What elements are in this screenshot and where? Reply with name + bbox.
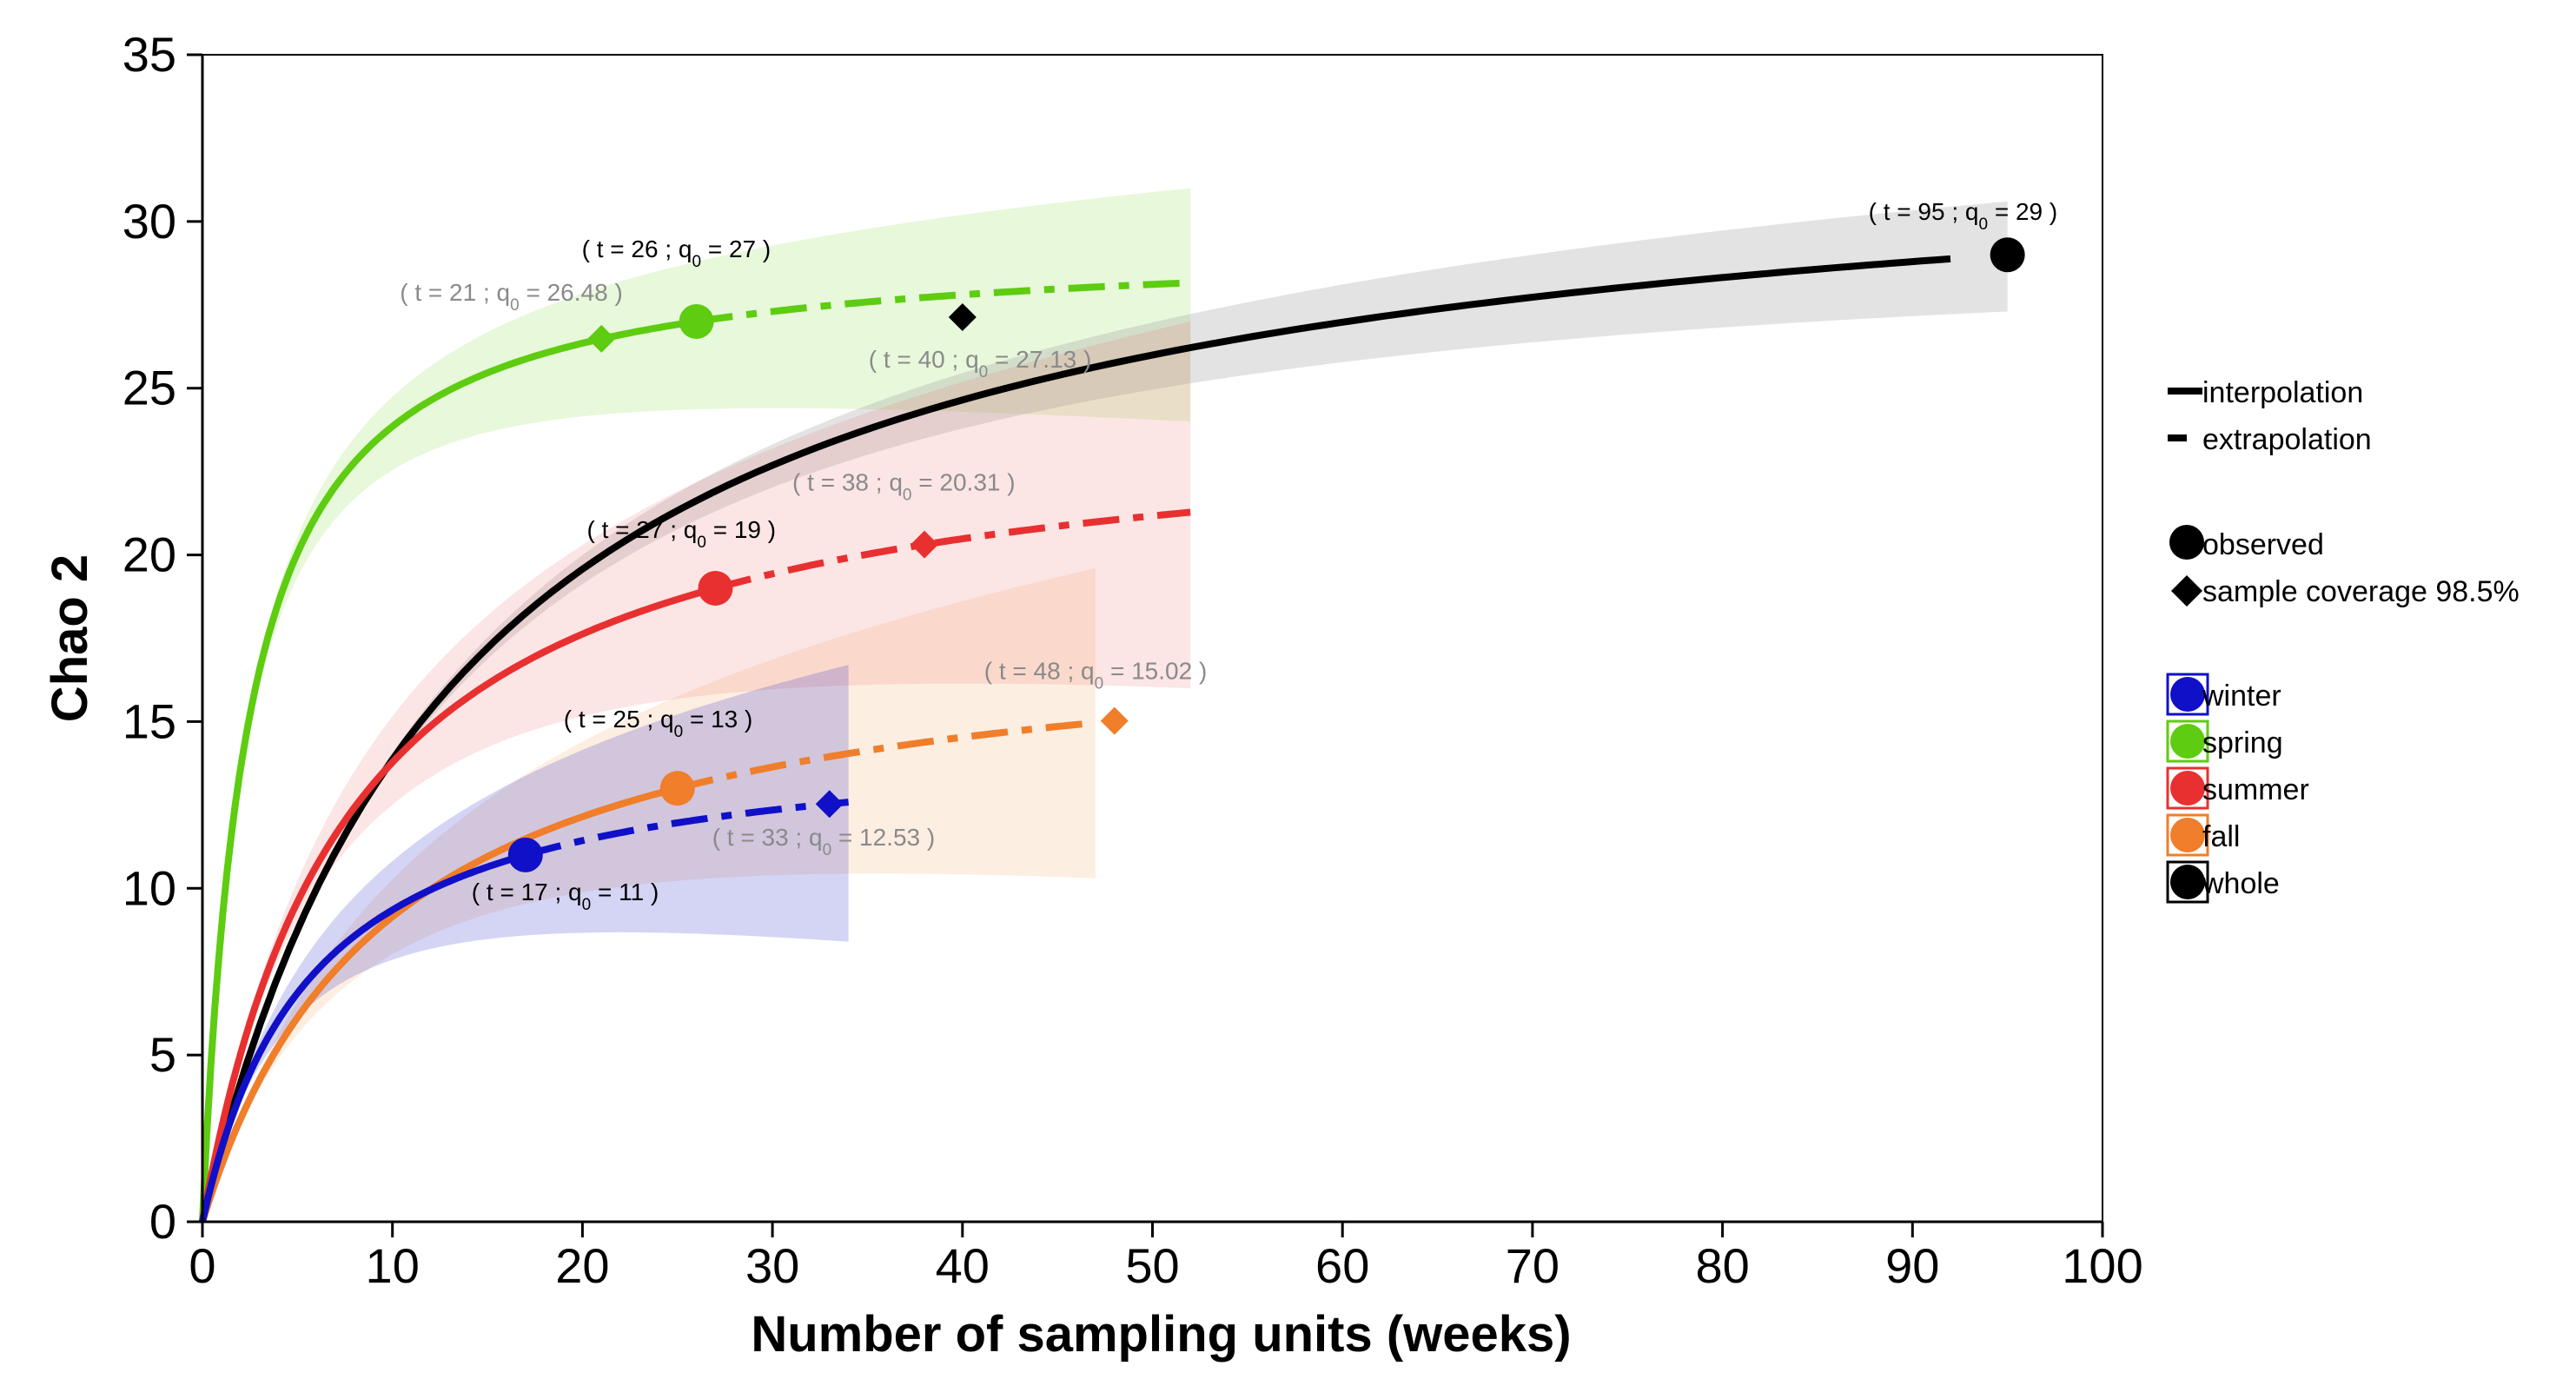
spring-extrapolation-line [696, 279, 1191, 325]
y-axis-title: Chao 2 [42, 554, 98, 722]
legend-summer-box [2166, 766, 2209, 810]
point-annotations: ( t = 17 ; q0 = 11 ) ( t = 33 ; q0 = 12.5… [400, 198, 2057, 913]
y-tick-label: 15 [123, 693, 176, 748]
spring-obs-annotation: ( t = 26 ; q0 = 27 ) [582, 235, 771, 271]
summer-cov-annotation: ( t = 38 ; q0 = 20.31 ) [792, 469, 1016, 505]
x-tick-label: 100 [2062, 1238, 2142, 1293]
axes: 0 10 20 30 40 50 60 70 80 90 100 0 5 10 15 20 25 30 35 Numb… [42, 27, 2143, 1363]
spring-coverage-point [587, 324, 616, 353]
y-tick-label: 0 [149, 1194, 176, 1249]
y-tick-label: 35 [123, 27, 176, 82]
y-tick-label: 10 [123, 860, 176, 915]
spring-interpolation-line [199, 318, 698, 1223]
x-tick-label: 90 [1885, 1238, 1939, 1293]
fall-confidence-band [202, 567, 1096, 1222]
summer-extrapolation-line [714, 508, 1191, 592]
winter-extrapolation-line [524, 799, 849, 859]
fall-coverage-point [1100, 706, 1129, 735]
x-tick-label: 30 [745, 1238, 799, 1293]
legend-spring-swatch [2170, 724, 2205, 759]
x-tick-label: 40 [936, 1238, 990, 1293]
fall-obs-annotation: ( t = 25 ; q0 = 13 ) [564, 706, 753, 741]
winter-observed-point [507, 837, 543, 872]
whole-interpolation-line [199, 255, 1951, 1223]
x-axis-title: Number of sampling units (weeks) [751, 1306, 1571, 1363]
whole-observed-point [1990, 237, 2025, 273]
y-tick-label: 25 [123, 361, 176, 415]
legend-interpolation-label: interpolation [2202, 376, 2363, 409]
legend-winter-swatch [2170, 677, 2205, 712]
series-lines [199, 255, 1951, 1224]
legend-coverage-swatch [2171, 575, 2202, 607]
spring-confidence-band [202, 188, 1191, 1222]
legend-fall-swatch [2170, 818, 2205, 852]
legend-observed-swatch [2169, 525, 2204, 560]
summer-obs-annotation: ( t = 27 ; q0 = 19 ) [586, 516, 776, 552]
y-tick-label: 20 [123, 527, 176, 582]
whole-coverage-point [948, 302, 977, 331]
legend: interpolation extrapolation observed sample… [2166, 376, 2520, 904]
summer-interpolation-line [199, 585, 717, 1223]
fall-extrapolation-line [676, 719, 1096, 792]
y-tick-label: 5 [149, 1027, 176, 1082]
legend-spring-label: spring [2202, 726, 2283, 759]
legend-whole-swatch [2170, 865, 2205, 899]
y-tick-label: 30 [123, 194, 176, 249]
legend-summer-swatch [2170, 771, 2205, 806]
legend-whole-box [2166, 860, 2209, 904]
summer-observed-point [698, 570, 733, 606]
legend-winter-label: winter [2202, 680, 2281, 713]
winter-confidence-band [202, 665, 849, 1222]
confidence-bands [202, 188, 2008, 1222]
legend-winter-box [2166, 673, 2209, 716]
x-tick-label: 10 [366, 1238, 420, 1293]
legend-extrapolation-label: extrapolation [2202, 423, 2372, 456]
legend-spring-box [2166, 720, 2209, 763]
x-tick-label: 50 [1125, 1238, 1179, 1293]
fall-observed-point [659, 771, 695, 806]
winter-coverage-point [815, 790, 844, 819]
legend-fall-box [2166, 813, 2209, 857]
summer-confidence-band [202, 322, 1191, 1222]
x-tick-label: 20 [555, 1238, 609, 1293]
series-points [507, 237, 2025, 872]
spring-observed-point [679, 303, 714, 339]
x-tick-label: 60 [1315, 1238, 1369, 1293]
x-tick-label: 70 [1506, 1238, 1560, 1293]
legend-observed-label: observed [2202, 528, 2324, 561]
winter-obs-annotation: ( t = 17 ; q0 = 11 ) [472, 879, 659, 914]
legend-fall-label: fall [2202, 820, 2240, 853]
fall-cov-annotation: ( t = 48 ; q0 = 15.02 ) [984, 658, 1208, 693]
winter-cov-annotation: ( t = 33 ; q0 = 12.53 ) [712, 824, 936, 859]
x-tick-label: 0 [189, 1238, 215, 1293]
whole-cov-annotation: ( t = 40 ; q0 = 27.13 ) [869, 346, 1092, 381]
legend-coverage-label: sample coverage 98.5% [2202, 575, 2520, 608]
x-tick-label: 80 [1695, 1238, 1749, 1293]
legend-whole-label: whole [2202, 867, 2280, 900]
summer-coverage-point [911, 530, 939, 559]
whole-confidence-band [202, 201, 2008, 1222]
spring-cov-annotation: ( t = 21 ; q0 = 26.48 ) [400, 279, 623, 315]
whole-obs-annotation: ( t = 95 ; q0 = 29 ) [1869, 198, 2058, 234]
winter-interpolation-line [199, 852, 526, 1223]
legend-summer-label: summer [2202, 773, 2309, 806]
